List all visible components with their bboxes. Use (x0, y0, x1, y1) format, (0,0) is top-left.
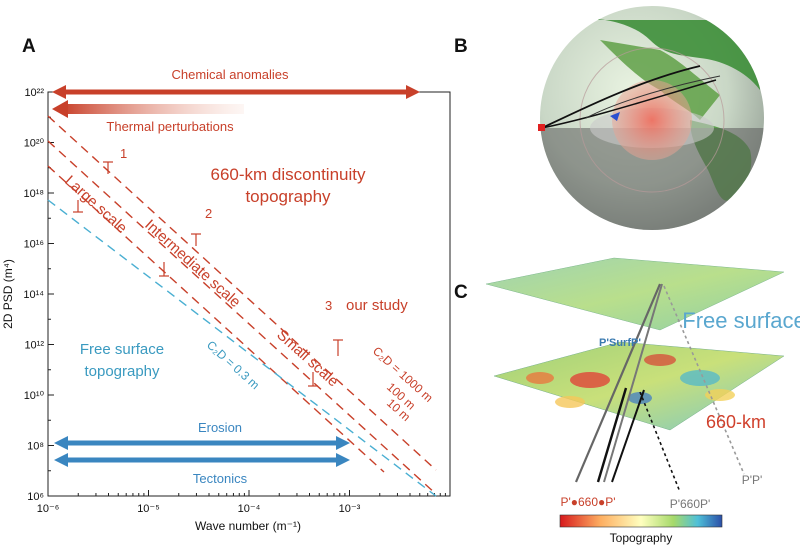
line-c2d-0-3 (47, 199, 437, 497)
p660p-right-label: P'660P' (670, 497, 711, 511)
marker-3: 3 (325, 298, 332, 313)
band-tectonics: Tectonics (54, 453, 350, 486)
pp-label: P'P' (742, 473, 763, 487)
receiver-marker (610, 112, 620, 121)
y-tick-label: 10¹² (24, 340, 44, 352)
y-tick-labels: 10⁶ 10⁸ 10¹⁰ 10¹² 10¹⁴ 10¹⁶ 10¹⁸ 10²⁰ 10²² (23, 87, 44, 503)
tectonics-label: Tectonics (193, 471, 248, 486)
x-tick-label: 10⁻³ (339, 503, 361, 515)
y-tick-label: 10¹⁰ (24, 390, 45, 402)
y-tick-label: 10¹⁴ (23, 289, 44, 301)
axis-ticks (47, 91, 451, 497)
north-america-land (560, 18, 764, 90)
core (612, 80, 692, 160)
colorbar-label: Topography (610, 531, 673, 545)
band-chemical: Chemical anomalies (52, 67, 420, 99)
panel-c-label: C (454, 282, 468, 303)
free-surface-label-1: Free surface (80, 341, 164, 358)
topography-patches (526, 354, 735, 408)
axes-frame (47, 91, 451, 497)
line-c2d-100 (47, 140, 437, 495)
intermediate-scale-label: Intermediate scale (141, 216, 243, 311)
source-marker (538, 124, 545, 131)
y-tick-label: 10²² (24, 87, 44, 99)
ray-path-1 (541, 65, 701, 129)
c2d-0-3-label: C₂D = 0.3 m (204, 338, 262, 392)
x-tick-label: 10⁻⁴ (238, 503, 261, 515)
erosion-label: Erosion (198, 420, 242, 435)
line-c2d-1000 (47, 115, 437, 471)
band-erosion: Erosion (54, 420, 350, 450)
discontinuity-label-2: topography (245, 187, 331, 206)
free-surface-text: Free surface (682, 308, 800, 333)
panel-b-label: B (454, 36, 468, 57)
y-axis-label: 2D PSD (m⁴) (1, 259, 15, 329)
x-tick-label: 10⁻⁵ (137, 503, 160, 515)
thermal-perturbations-label: Thermal perturbations (106, 119, 234, 134)
free-surface-layer (485, 257, 785, 331)
scale-markers (73, 161, 343, 387)
y-tick-label: 10¹⁸ (23, 188, 44, 200)
free-surface-label-2: topography (84, 363, 160, 380)
band-thermal: Thermal perturbations (52, 100, 244, 134)
marker-1: 1 (120, 146, 127, 161)
discontinuity-label-1: 660-km discontinuity (211, 165, 366, 184)
p660p-left-label: P'●660●P' (560, 495, 615, 509)
psurfp-label: P'SurfP' (599, 337, 641, 349)
x-tick-labels: 10⁻⁶ 10⁻⁵ 10⁻⁴ 10⁻³ (37, 503, 361, 515)
x-tick-label: 10⁻⁶ (37, 503, 60, 515)
y-tick-label: 10⁶ (27, 491, 44, 503)
globe (538, 6, 764, 230)
our-study-label: our study (346, 297, 408, 314)
y-tick-label: 10¹⁶ (24, 239, 44, 251)
x-axis-label: Wave number (m⁻¹) (195, 519, 301, 533)
660-km-layer (493, 341, 785, 431)
660-km-text: 660-km (706, 412, 766, 432)
y-tick-label: 10²⁰ (24, 138, 45, 150)
ray-paths-c (574, 283, 745, 493)
line-c2d-10 (47, 165, 385, 473)
topography-colorbar (559, 514, 723, 528)
y-tick-label: 10⁸ (27, 441, 44, 453)
panel-a-label: A (22, 36, 36, 57)
chemical-anomalies-label: Chemical anomalies (171, 67, 289, 82)
marker-2: 2 (205, 206, 212, 221)
ray-path-2 (541, 79, 717, 129)
